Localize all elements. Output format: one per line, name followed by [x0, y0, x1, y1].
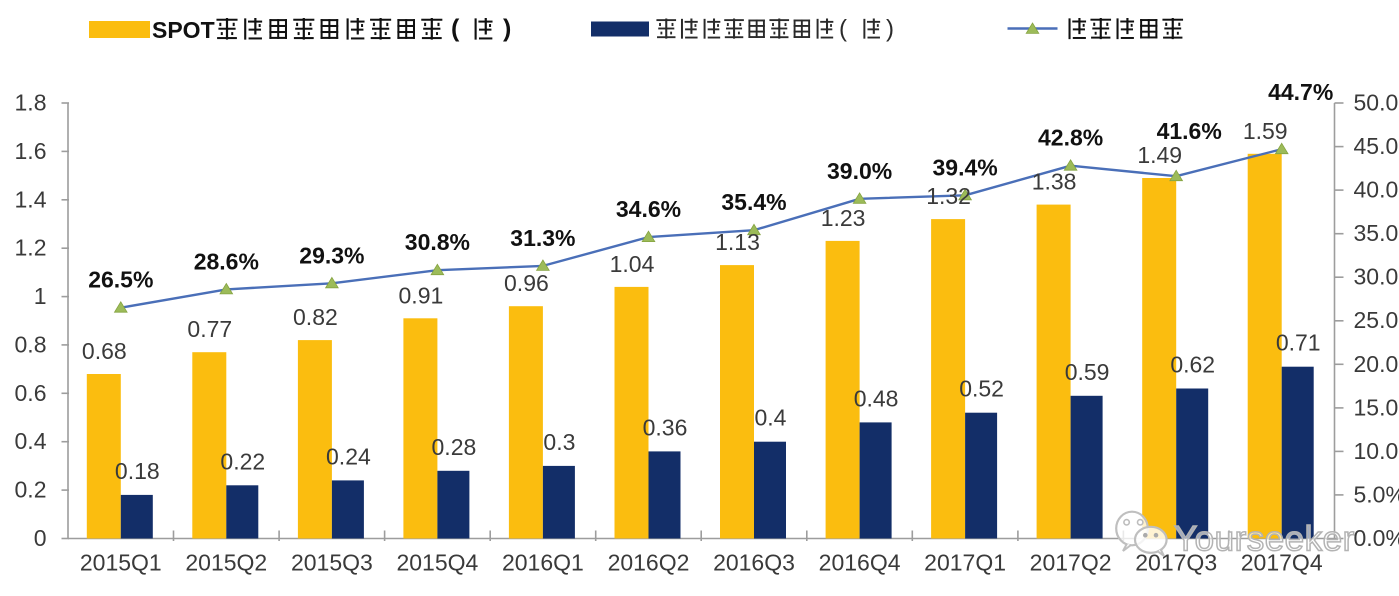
- svg-text:0.62: 0.62: [1170, 352, 1215, 378]
- svg-text:2015Q2: 2015Q2: [185, 550, 267, 576]
- svg-text:2017Q4: 2017Q4: [1241, 550, 1323, 576]
- svg-text:2017Q1: 2017Q1: [924, 550, 1006, 576]
- svg-text:35.0%: 35.0%: [1354, 220, 1399, 246]
- svg-text:2016Q4: 2016Q4: [819, 550, 901, 576]
- svg-text:39.4%: 39.4%: [932, 154, 997, 180]
- svg-text:1.2: 1.2: [15, 235, 47, 261]
- svg-text:1.59: 1.59: [1243, 118, 1288, 144]
- svg-text:1.23: 1.23: [821, 205, 866, 231]
- svg-text:10.0%: 10.0%: [1354, 438, 1399, 464]
- svg-text:1.49: 1.49: [1137, 142, 1182, 168]
- svg-text:31.3%: 31.3%: [510, 225, 575, 251]
- svg-text:50.0%: 50.0%: [1354, 90, 1399, 116]
- svg-text:30.0%: 30.0%: [1354, 264, 1399, 290]
- svg-text:28.6%: 28.6%: [194, 248, 259, 274]
- svg-text:0.91: 0.91: [399, 282, 444, 308]
- svg-text:0.77: 0.77: [187, 316, 232, 342]
- svg-text:1: 1: [34, 283, 47, 309]
- svg-text:25.0%: 25.0%: [1354, 307, 1399, 333]
- svg-text:35.4%: 35.4%: [721, 189, 786, 215]
- svg-text:2017Q2: 2017Q2: [1030, 550, 1112, 576]
- svg-text:2015Q3: 2015Q3: [291, 550, 373, 576]
- svg-text:1.13: 1.13: [715, 229, 760, 255]
- svg-text:0.2: 0.2: [15, 477, 47, 503]
- svg-text:0.0%: 0.0%: [1354, 525, 1399, 551]
- svg-text:(: (: [839, 16, 847, 43]
- svg-text:0.3: 0.3: [543, 429, 575, 455]
- svg-text:0.4: 0.4: [15, 428, 47, 454]
- svg-text:1.6: 1.6: [15, 138, 47, 164]
- svg-text:): ): [886, 16, 894, 43]
- svg-text:2016Q3: 2016Q3: [713, 550, 795, 576]
- svg-text:0.52: 0.52: [959, 376, 1004, 402]
- svg-text:): ): [503, 15, 511, 43]
- svg-text:0.18: 0.18: [115, 458, 160, 484]
- svg-text:0.59: 0.59: [1065, 359, 1110, 385]
- svg-text:0.8: 0.8: [15, 331, 47, 357]
- svg-text:1.4: 1.4: [15, 186, 47, 212]
- svg-text:0.48: 0.48: [854, 385, 899, 411]
- svg-text:0.4: 0.4: [755, 405, 787, 431]
- svg-text:1.04: 1.04: [610, 251, 655, 277]
- svg-text:2017Q3: 2017Q3: [1135, 550, 1217, 576]
- svg-text:29.3%: 29.3%: [299, 242, 364, 268]
- svg-text:42.8%: 42.8%: [1038, 125, 1103, 151]
- svg-text:30.8%: 30.8%: [405, 229, 470, 255]
- svg-text:2016Q2: 2016Q2: [608, 550, 690, 576]
- svg-text:39.0%: 39.0%: [827, 158, 892, 184]
- svg-text:1.38: 1.38: [1032, 169, 1077, 195]
- svg-text:2016Q1: 2016Q1: [502, 550, 584, 576]
- svg-text:0.96: 0.96: [504, 270, 549, 296]
- svg-text:1.32: 1.32: [926, 183, 971, 209]
- svg-text:0: 0: [34, 525, 47, 551]
- svg-text:0.71: 0.71: [1276, 330, 1321, 356]
- svg-text:26.5%: 26.5%: [88, 267, 153, 293]
- svg-text:2015Q1: 2015Q1: [80, 550, 162, 576]
- svg-text:34.6%: 34.6%: [616, 196, 681, 222]
- svg-text:0.28: 0.28: [432, 434, 477, 460]
- svg-text:0.6: 0.6: [15, 380, 47, 406]
- svg-text:0.24: 0.24: [326, 443, 371, 469]
- svg-text:0.36: 0.36: [643, 414, 688, 440]
- svg-text:40.0%: 40.0%: [1354, 177, 1399, 203]
- svg-text:20.0%: 20.0%: [1354, 351, 1399, 377]
- svg-text:15.0%: 15.0%: [1354, 394, 1399, 420]
- svg-text:0.22: 0.22: [220, 448, 265, 474]
- svg-text:0.68: 0.68: [82, 338, 127, 364]
- svg-text:1.8: 1.8: [15, 90, 47, 116]
- svg-text:41.6%: 41.6%: [1157, 118, 1222, 144]
- svg-text:(: (: [451, 15, 460, 43]
- svg-text:Yourseeker: Yourseeker: [1174, 520, 1355, 559]
- svg-text:44.7%: 44.7%: [1268, 79, 1333, 105]
- svg-text:2015Q4: 2015Q4: [396, 550, 478, 576]
- svg-text:45.0%: 45.0%: [1354, 133, 1399, 159]
- svg-text:0.82: 0.82: [293, 304, 338, 330]
- svg-text:5.0%: 5.0%: [1354, 481, 1399, 507]
- svg-text:SPOT: SPOT: [152, 17, 215, 43]
